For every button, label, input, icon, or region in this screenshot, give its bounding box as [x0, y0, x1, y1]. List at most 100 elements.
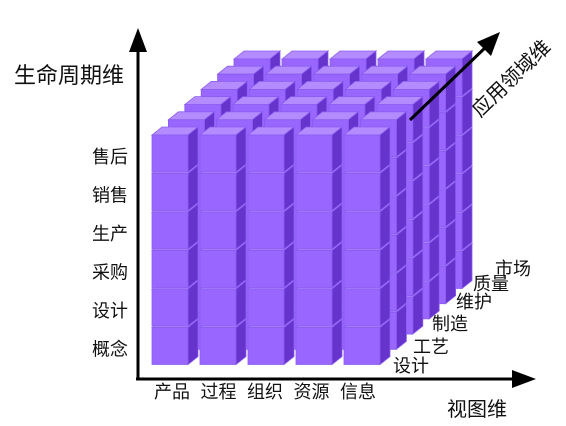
cube-side-face	[412, 211, 424, 258]
cube-side-face	[428, 80, 440, 128]
cube-side-face	[395, 149, 407, 197]
view-axis-arrow-icon	[512, 370, 536, 388]
cube-front-face	[247, 327, 285, 365]
cube-side-face	[283, 126, 295, 173]
cube-side-face	[187, 164, 199, 212]
cube-side-face	[283, 203, 295, 250]
cube-front-face	[343, 250, 381, 288]
domain-axis-title: 应用领域维	[467, 35, 556, 122]
cube-side-face	[412, 172, 424, 220]
cube-side-face	[445, 142, 457, 190]
domain-label: 制造	[432, 314, 468, 335]
cube-side-face	[187, 318, 199, 366]
cube-front-face	[343, 211, 381, 250]
view-label: 产品	[154, 382, 190, 403]
cube-side-face	[331, 241, 343, 289]
cube-front-face	[199, 327, 237, 365]
cube-side-face	[428, 119, 440, 166]
cube-side-face	[283, 318, 295, 366]
domain-label: 维护	[456, 292, 492, 313]
view-axis-title: 视图维	[447, 397, 507, 421]
cube-side-face	[379, 126, 391, 173]
cube-front-face	[199, 250, 237, 288]
cube-side-face	[461, 242, 473, 290]
cube-side-face	[412, 95, 424, 143]
cube-front-face	[295, 250, 333, 288]
cube-front-face	[343, 173, 381, 211]
cube-front-face	[295, 288, 333, 327]
domain-axis-arrow-icon	[477, 32, 500, 56]
view-label: 组织	[247, 382, 283, 403]
cube-side-face	[445, 219, 457, 267]
cube-side-face	[461, 127, 473, 174]
cube-side-face	[395, 264, 407, 312]
domain-label: 市场	[495, 259, 531, 280]
cube-side-face	[187, 241, 199, 289]
cube-side-face	[379, 203, 391, 250]
cube-side-face	[235, 126, 247, 173]
cube-front-face	[247, 173, 285, 211]
cube-front-face	[151, 288, 189, 327]
cube-front-face	[343, 327, 381, 365]
cube-side-face	[331, 280, 343, 327]
cube-side-face	[283, 280, 295, 327]
cube-side-face	[235, 203, 247, 250]
view-label: 资源	[294, 382, 330, 403]
cube-side-face	[412, 134, 424, 181]
cube-front-face	[295, 173, 333, 211]
cube-side-face	[235, 318, 247, 366]
cube	[246, 126, 296, 173]
cube-side-face	[428, 157, 440, 205]
cube-front-face	[151, 173, 189, 211]
domain-axis	[408, 43, 490, 122]
cube-side-face	[461, 165, 473, 213]
cube-front-face	[199, 173, 237, 211]
cube-side-face	[395, 303, 407, 351]
cube-side-face	[235, 280, 247, 327]
cube-grid	[150, 50, 474, 366]
cube-front-face	[151, 250, 189, 288]
cube-front-face	[295, 327, 333, 365]
cube	[342, 318, 392, 366]
cube-side-face	[428, 196, 440, 243]
cube-side-face	[331, 164, 343, 212]
domain-label: 工艺	[413, 337, 449, 358]
cube-side-face	[331, 318, 343, 366]
cube-side-face	[412, 288, 424, 335]
cube-side-face	[331, 203, 343, 250]
cube-side-face	[461, 88, 473, 136]
cube-front-face	[151, 211, 189, 250]
lifecycle-axis-title: 生命周期维	[14, 64, 124, 89]
cube-side-face	[379, 241, 391, 289]
cube-side-face	[445, 257, 457, 305]
lifecycle-axis-arrow-icon	[129, 28, 147, 52]
cube-side-face	[412, 249, 424, 297]
cube-front-face	[151, 134, 189, 173]
view-labels: 产品 过程 组织 资源 信息	[154, 382, 376, 403]
cube-side-face	[379, 280, 391, 327]
lifecycle-label: 生产	[92, 224, 128, 245]
cube-side-face	[235, 164, 247, 212]
cube-front-face	[199, 134, 237, 173]
cube-front-face	[343, 134, 381, 173]
cube-side-face	[379, 164, 391, 212]
cube-side-face	[395, 110, 407, 158]
cube-front-face	[247, 211, 285, 250]
cube-front-face	[199, 211, 237, 250]
cube-side-face	[235, 241, 247, 289]
cube-side-face	[445, 103, 457, 151]
view-label: 信息	[340, 382, 376, 403]
cube-front-face	[343, 288, 381, 327]
lifecycle-label: 采购	[92, 263, 128, 284]
cube-side-face	[187, 203, 199, 250]
cube	[342, 126, 392, 173]
cube-side-face	[283, 164, 295, 212]
cube-side-face	[428, 234, 440, 282]
cube-front-face	[151, 327, 189, 365]
cube	[198, 126, 248, 173]
cube-side-face	[187, 126, 199, 173]
cube-side-face	[428, 273, 440, 320]
